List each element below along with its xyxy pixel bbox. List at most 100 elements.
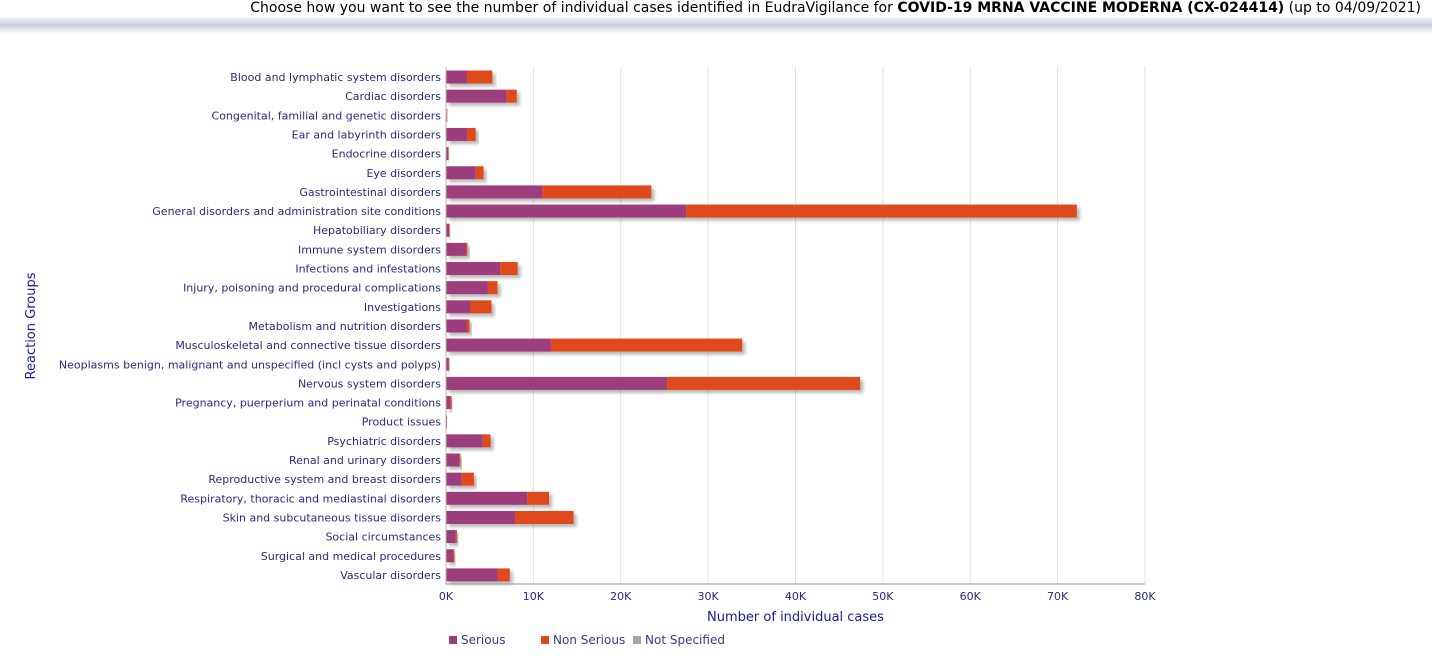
bar-segment[interactable] (448, 357, 450, 371)
bar-stack[interactable] (446, 376, 861, 390)
bar-segment[interactable] (446, 491, 528, 505)
category-label: Pregnancy, puerperium and perinatal cond… (175, 397, 441, 410)
bar-segment[interactable] (446, 453, 460, 467)
bar-segment[interactable] (446, 319, 467, 333)
bar-segment[interactable] (446, 434, 483, 448)
bar-segment[interactable] (446, 357, 449, 371)
bar-segment[interactable] (446, 396, 451, 410)
bar-segment[interactable] (542, 185, 652, 199)
bar-stack[interactable] (446, 70, 493, 84)
legend-label[interactable]: Serious (461, 633, 505, 647)
bar-segment[interactable] (475, 166, 484, 180)
bar-segment[interactable] (446, 147, 449, 161)
bar-segment[interactable] (446, 568, 498, 582)
bar-stack[interactable] (446, 491, 550, 505)
bar-segment[interactable] (452, 549, 455, 563)
bar-stack[interactable] (446, 262, 518, 275)
bar-segment[interactable] (446, 89, 507, 103)
bar-segment[interactable] (527, 491, 550, 505)
category-label: Hepatobiliary disorders (313, 224, 441, 237)
bar-segment[interactable] (550, 338, 743, 352)
bar-segment[interactable] (446, 338, 551, 352)
bar-stack[interactable] (446, 242, 468, 256)
bar-segment[interactable] (446, 223, 450, 237)
bar-segment[interactable] (482, 434, 491, 448)
bar-segment[interactable] (446, 510, 516, 524)
category-label: Renal and urinary disorders (289, 454, 441, 467)
bar-segment[interactable] (466, 70, 493, 84)
bar-stack[interactable] (446, 530, 457, 544)
product-name: COVID-19 MRNA VACCINE MODERNA (CX-024414… (897, 0, 1285, 16)
bar-segment[interactable] (446, 530, 456, 544)
bar-segment[interactable] (446, 472, 462, 486)
legend-label[interactable]: Non Serious (553, 633, 625, 647)
bar-segment[interactable] (446, 166, 476, 180)
bar-segment[interactable] (446, 376, 668, 390)
bar-stack[interactable] (446, 510, 574, 524)
legend[interactable]: Serious Non Serious Not Specified (449, 633, 725, 647)
bar-segment[interactable] (446, 108, 448, 122)
bar-stack[interactable] (446, 453, 461, 467)
bar-segment[interactable] (446, 70, 467, 84)
bar-stack[interactable] (446, 127, 476, 141)
x-tick-label: 10K (523, 590, 545, 603)
bar-stack[interactable] (446, 319, 470, 333)
category-labels: Blood and lymphatic system disorders Card… (59, 71, 441, 582)
bar-segment[interactable] (446, 127, 467, 141)
bar-segment[interactable] (446, 549, 453, 563)
bar-stack[interactable] (446, 223, 450, 237)
bar-segment[interactable] (667, 376, 861, 390)
title-suffix: (up to 04/09/2021) (1284, 0, 1421, 16)
legend-swatch[interactable] (541, 636, 549, 644)
bar-segment[interactable] (446, 242, 467, 256)
category-label: Nervous system disorders (298, 377, 441, 390)
category-label: Metabolism and nutrition disorders (248, 320, 441, 333)
bar-stack[interactable] (446, 357, 450, 371)
legend-label[interactable]: Not Specified (645, 633, 725, 647)
bar-stack[interactable] (446, 300, 492, 314)
bar-segment[interactable] (466, 127, 476, 141)
category-label: Social circumstances (325, 531, 441, 544)
bar-stack[interactable] (446, 568, 510, 582)
legend-swatch[interactable] (449, 636, 457, 644)
x-tick-labels: 0K 10K 20K 30K 40K 50K 60K 70K 80K (439, 590, 1156, 603)
bar-segment[interactable] (446, 262, 501, 275)
bar-segment[interactable] (446, 185, 543, 199)
bar-segment[interactable] (446, 281, 488, 295)
bar-stack[interactable] (446, 472, 474, 486)
bar-stack[interactable] (446, 338, 743, 352)
category-label: Product issues (362, 416, 442, 429)
bar-stack[interactable] (446, 549, 455, 563)
bar-stack[interactable] (446, 89, 517, 103)
legend-swatch[interactable] (633, 636, 641, 644)
bar-segment[interactable] (506, 89, 517, 103)
bar-stack[interactable] (446, 147, 449, 161)
bar-segment[interactable] (448, 147, 449, 161)
bar-stack[interactable] (446, 396, 452, 410)
bar-stack[interactable] (446, 166, 484, 180)
bar-segment[interactable] (497, 568, 510, 582)
bar-stack[interactable] (446, 434, 491, 448)
bar-segment[interactable] (686, 204, 1077, 218)
bar-segment[interactable] (487, 281, 498, 295)
bar-segment[interactable] (470, 300, 492, 314)
category-label: Psychiatric disorders (327, 435, 441, 448)
bar-segment[interactable] (446, 415, 448, 429)
category-label: Respiratory, thoracic and mediastinal di… (180, 492, 441, 505)
bar-stack[interactable] (446, 281, 498, 295)
bar-segment[interactable] (450, 396, 452, 410)
bar-segment[interactable] (446, 300, 471, 314)
category-label: Blood and lymphatic system disorders (230, 71, 441, 84)
bar-segment[interactable] (466, 319, 470, 333)
bar-segment[interactable] (500, 262, 518, 275)
bar-segment[interactable] (461, 472, 474, 486)
bar-segment[interactable] (449, 223, 450, 237)
bar-stack[interactable] (446, 204, 1077, 218)
bar-segment[interactable] (459, 453, 461, 467)
bar-segment[interactable] (446, 204, 687, 218)
bar-segment[interactable] (515, 510, 574, 524)
bar-segment[interactable] (455, 530, 457, 544)
bar-stack[interactable] (446, 185, 652, 199)
bar-segment[interactable] (466, 242, 468, 256)
